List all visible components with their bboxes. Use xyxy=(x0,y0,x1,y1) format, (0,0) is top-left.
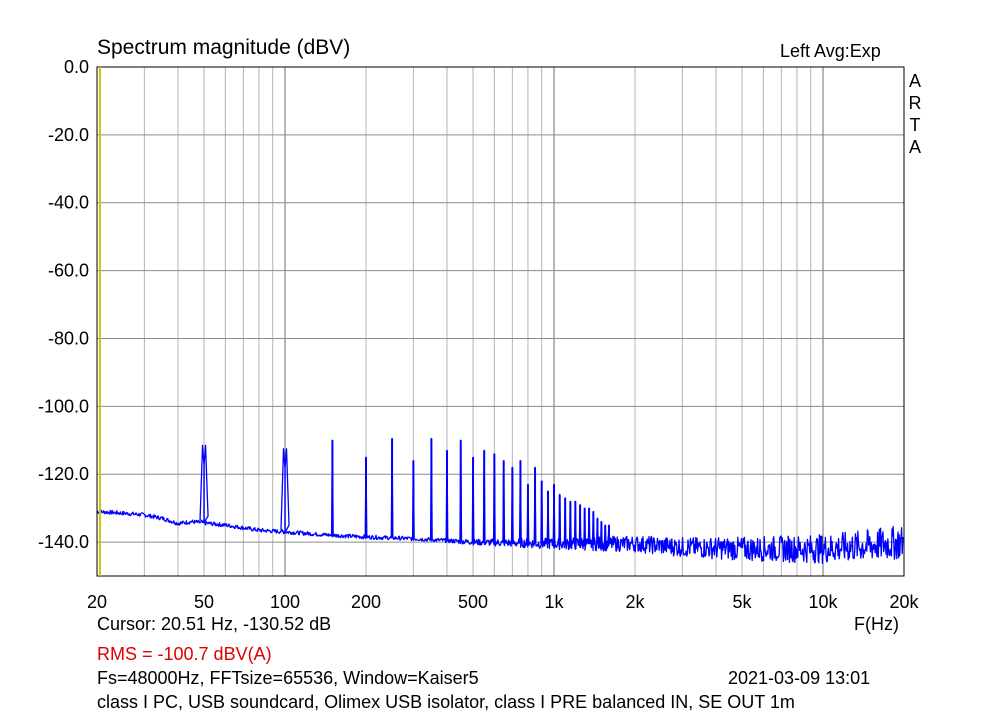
x-tick-label: 10k xyxy=(809,592,839,612)
spectrum-trace xyxy=(96,437,904,565)
spectrum-line xyxy=(96,437,904,565)
x-tick-label: 20k xyxy=(889,592,919,612)
x-tick-label: 1k xyxy=(545,592,565,612)
measurement-parameters: Fs=48000Hz, FFTsize=65536, Window=Kaiser… xyxy=(97,668,479,688)
y-tick-label: -120.0 xyxy=(38,464,89,484)
measurement-description: class I PC, USB soundcard, Olimex USB is… xyxy=(97,692,795,712)
chart-title: Spectrum magnitude (dBV) xyxy=(97,36,351,59)
y-tick-label: -60.0 xyxy=(48,261,89,281)
x-tick-label: 2k xyxy=(625,592,645,612)
x-tick-label: 50 xyxy=(194,592,214,612)
y-tick-label: 0.0 xyxy=(64,57,89,77)
x-tick-label: 5k xyxy=(733,592,753,612)
x-tick-label: 200 xyxy=(351,592,381,612)
x-axis-label: F(Hz) xyxy=(854,614,899,634)
y-tick-label: -80.0 xyxy=(48,328,89,348)
y-tick-label: -100.0 xyxy=(38,396,89,416)
rms-readout: RMS = -100.7 dBV(A) xyxy=(97,644,272,664)
y-tick-label: -40.0 xyxy=(48,193,89,213)
x-tick-label: 500 xyxy=(458,592,488,612)
measurement-datetime: 2021-03-09 13:01 xyxy=(728,668,871,688)
plot-frame xyxy=(96,66,905,577)
y-tick-label: -20.0 xyxy=(48,125,89,145)
arta-brand-label: ARTA xyxy=(908,71,922,157)
channel-averaging-label: Left Avg:Exp xyxy=(780,41,881,61)
tick-labels: 0.0 -20.0 -40.0 -60.0 -80.0 -100.0 -120.0 -140.… xyxy=(38,57,920,612)
y-tick-label: -140.0 xyxy=(38,532,89,552)
x-tick-label: 20 xyxy=(87,592,107,612)
x-tick-label: 100 xyxy=(270,592,300,612)
grid-lines xyxy=(97,67,904,576)
cursor-readout: Cursor: 20.51 Hz, -130.52 dB xyxy=(97,614,332,634)
plot-border xyxy=(96,66,905,577)
